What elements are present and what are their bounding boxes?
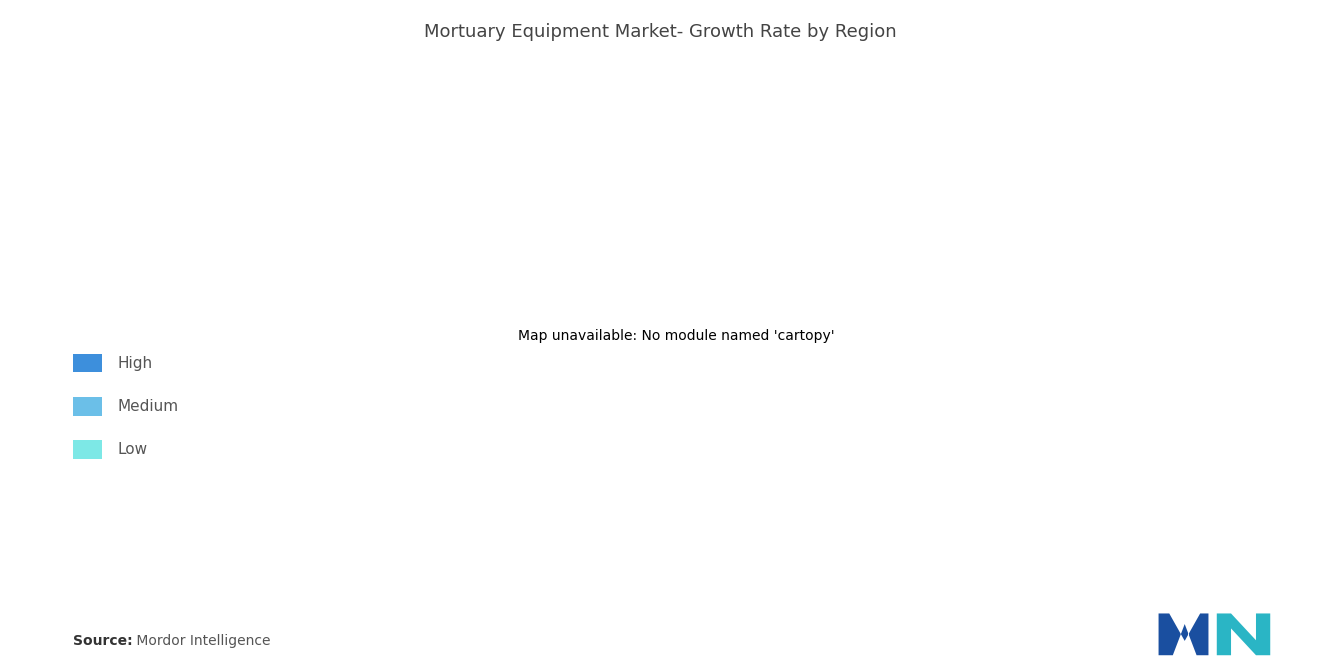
Text: High: High <box>117 356 153 370</box>
Text: Medium: Medium <box>117 399 178 414</box>
Text: Source:: Source: <box>73 634 132 648</box>
Text: Mordor Intelligence: Mordor Intelligence <box>132 634 271 648</box>
Text: Low: Low <box>117 442 148 457</box>
Polygon shape <box>1159 613 1209 655</box>
Text: Map unavailable: No module named 'cartopy': Map unavailable: No module named 'cartop… <box>519 329 834 343</box>
Text: Mortuary Equipment Market- Growth Rate by Region: Mortuary Equipment Market- Growth Rate b… <box>424 23 896 41</box>
Polygon shape <box>1217 613 1270 655</box>
